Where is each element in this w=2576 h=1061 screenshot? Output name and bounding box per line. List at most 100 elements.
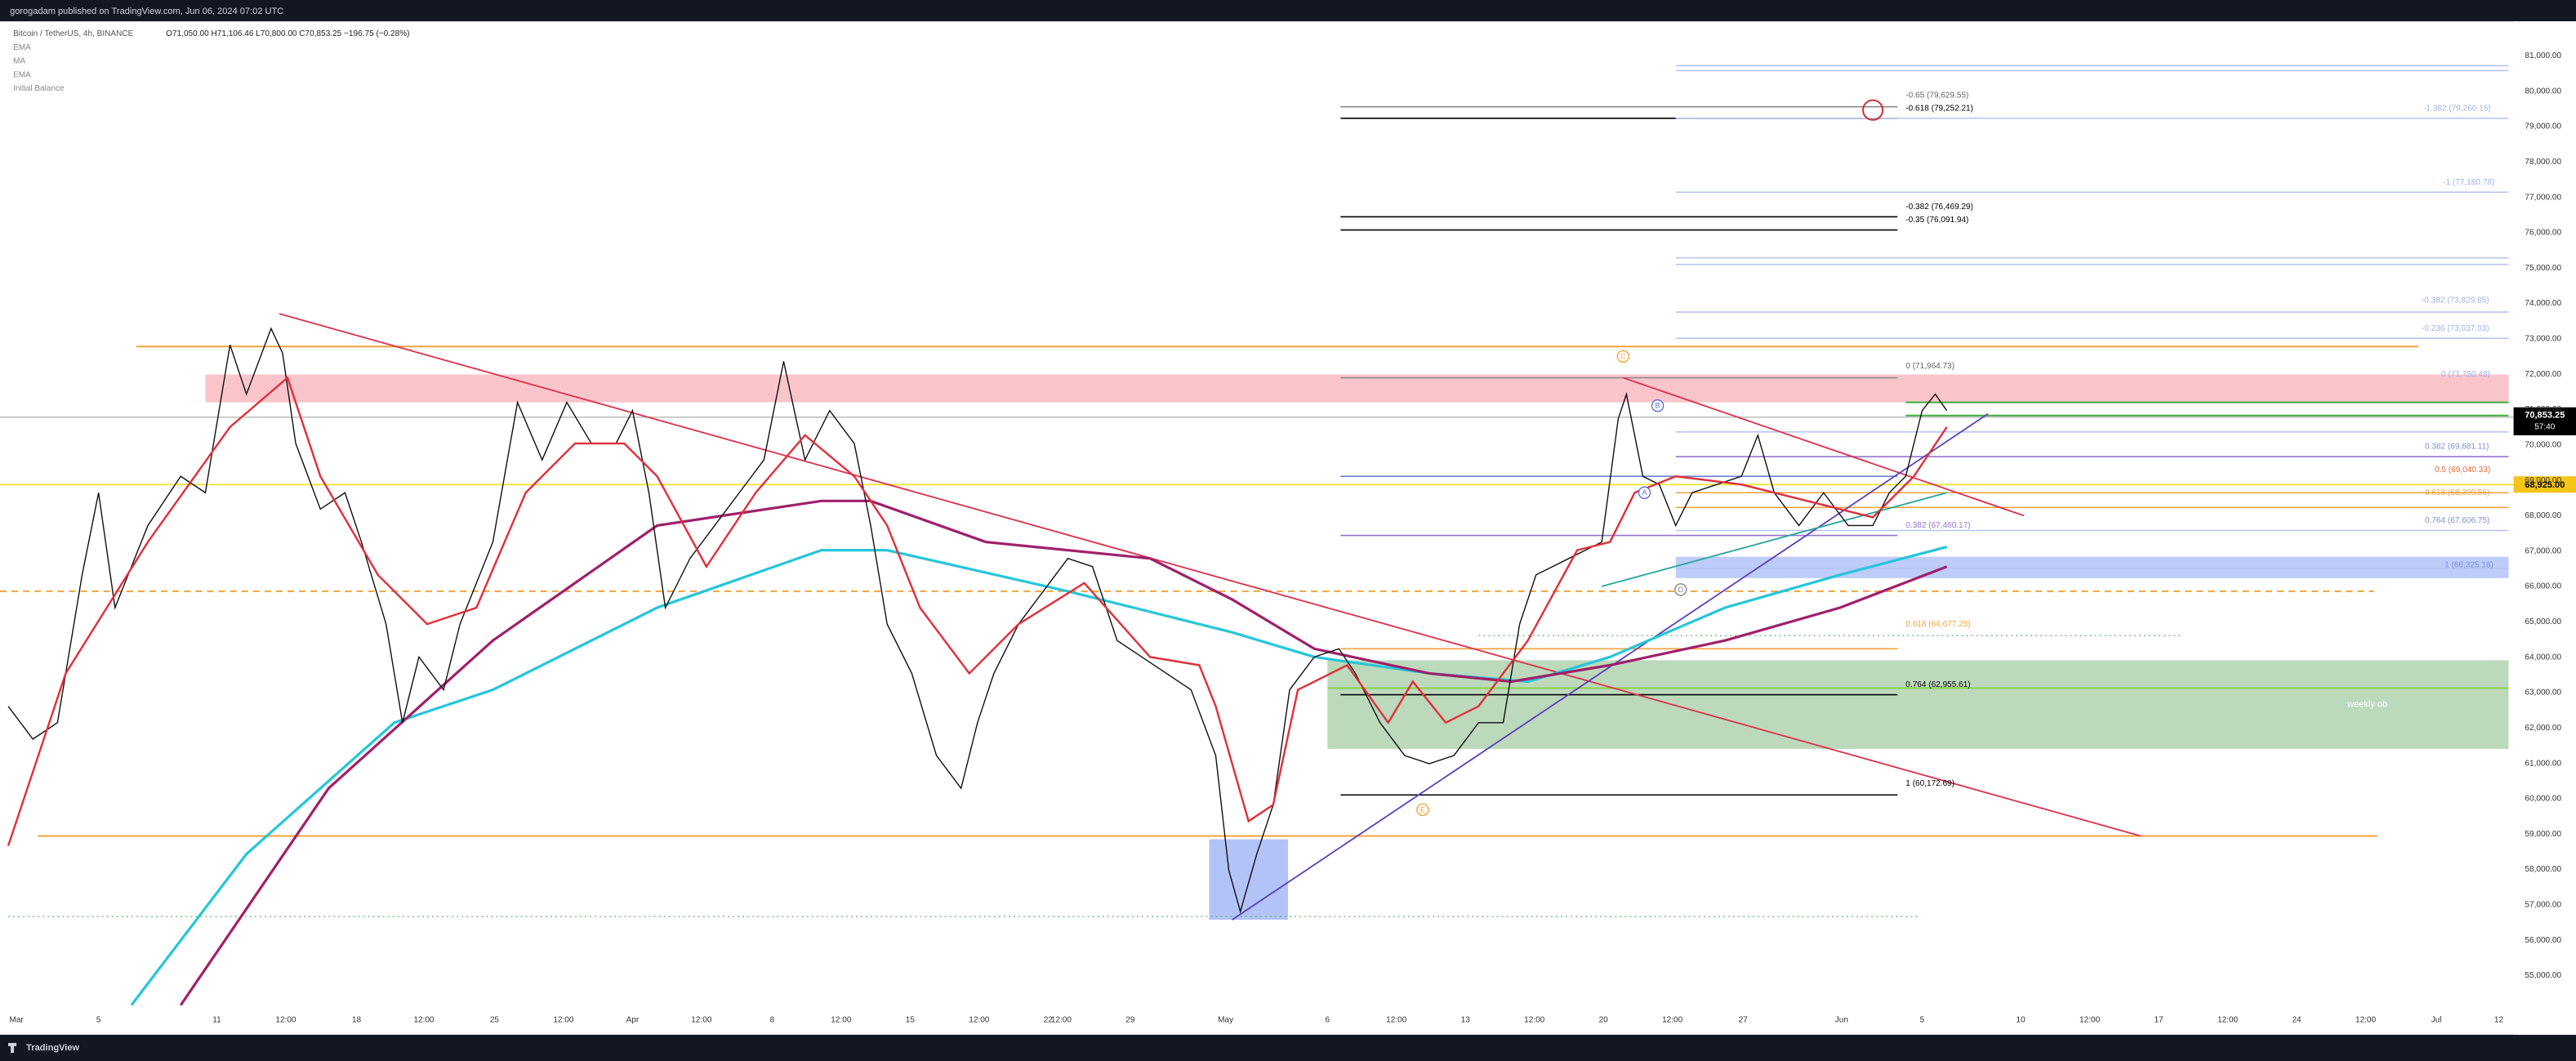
fib-left xyxy=(1340,105,1898,796)
price-tick-label: 71,000.00 xyxy=(2525,405,2561,414)
price-tick-label: 65,000.00 xyxy=(2525,617,2561,626)
trendline xyxy=(1623,377,2025,517)
time-tick-label: 18 xyxy=(352,1015,362,1024)
brand: TradingView xyxy=(26,1043,79,1053)
time-tick-label: 12:00 xyxy=(1051,1015,1072,1024)
publisher: gorogadam published on TradingView.com, … xyxy=(10,7,283,16)
fib-label: 0.618 (64,677.25) xyxy=(1905,620,1970,629)
time-tick-label: 11 xyxy=(212,1015,221,1024)
time-tick-label: 5 xyxy=(96,1015,101,1024)
price-tick-label: 57,000.00 xyxy=(2525,901,2561,910)
time-tick-label: 12:00 xyxy=(275,1015,296,1024)
fib-label: 0 (71,964.73) xyxy=(1905,362,1954,371)
time-tick-label: Jun xyxy=(1835,1015,1848,1024)
time-tick-label: 15 xyxy=(906,1015,916,1024)
price-tick-label: 78,000.00 xyxy=(2525,158,2561,167)
trendline xyxy=(1601,492,1947,587)
wave-label: C xyxy=(1620,352,1626,360)
wave-marker xyxy=(1416,803,1429,817)
wave-marker xyxy=(1616,350,1630,363)
price-tick-label: 61,000.00 xyxy=(2525,759,2561,768)
price-tick-label: 58,000.00 xyxy=(2525,865,2561,874)
time-tick-label: 13 xyxy=(1461,1015,1471,1024)
price-tick-label: 79,000.00 xyxy=(2525,123,2561,132)
fib-label: 0 (71,750.48) xyxy=(2441,370,2490,379)
target-circle xyxy=(1862,99,1884,121)
wave-label: B xyxy=(1656,402,1660,410)
fib-label: 0.764 (62,955.61) xyxy=(1905,680,1970,689)
legend-indicator: MA xyxy=(13,57,25,66)
fib-label: -0.382 (76,469.29) xyxy=(1905,203,1973,212)
time-tick-label: 12:00 xyxy=(2355,1015,2377,1024)
last-price: 70,853.25 xyxy=(2525,411,2565,421)
time-tick-label: 12:00 xyxy=(2079,1015,2101,1024)
wave-marker xyxy=(1638,486,1651,499)
fib-label: 0.5 (69,040.33) xyxy=(2435,466,2490,475)
fib-label: -0.65 (79,629.55) xyxy=(1905,91,1968,100)
ema-fast xyxy=(7,376,1948,846)
brand-logo xyxy=(8,1042,17,1053)
fib-label: -1 (77,180.78) xyxy=(2443,178,2494,187)
time-tick-label: Apr xyxy=(626,1015,640,1024)
price-tick-label: 59,000.00 xyxy=(2525,830,2561,839)
wave-label: E xyxy=(1420,805,1425,814)
ema-slow xyxy=(130,546,1948,1006)
wave-marker xyxy=(1651,399,1665,412)
time-tick-label: Jul xyxy=(2431,1015,2442,1024)
price-tick-label: 80,000.00 xyxy=(2525,87,2561,96)
last-price-badge xyxy=(2513,407,2576,435)
time-tick-label: 12:00 xyxy=(1386,1015,1407,1024)
fib-label: 1 (66,325.18) xyxy=(2445,560,2494,569)
weekly-ob-zone xyxy=(1327,660,2509,749)
legend-indicator: EMA xyxy=(13,43,31,52)
wave-marker xyxy=(1674,583,1687,596)
price-tick-label: 69,000.00 xyxy=(2525,476,2561,485)
time-tick-label: 22 xyxy=(1044,1015,1054,1024)
price-tick-label: 60,000.00 xyxy=(2525,795,2561,804)
time-tick-label: Mar xyxy=(9,1015,24,1024)
time-tick-label: 12:00 xyxy=(413,1015,435,1024)
time-tick-label: 24 xyxy=(2292,1015,2302,1024)
price-scale xyxy=(2513,21,2576,1035)
time-tick-label: 12:00 xyxy=(691,1015,712,1024)
trendline xyxy=(1232,412,1989,921)
time-tick-label: 25 xyxy=(490,1015,500,1024)
fib-label: 1 (60,172.69) xyxy=(1905,779,1954,788)
resistance-zone xyxy=(205,374,2509,403)
fib-label: 0.618 (68,399.56) xyxy=(2425,488,2489,497)
fib-label: -0.382 (73,829.85) xyxy=(2422,296,2489,305)
wave-label: A xyxy=(1642,488,1647,497)
price-tick-label: 73,000.00 xyxy=(2525,335,2561,344)
price-tick-label: 55,000.00 xyxy=(2525,971,2561,980)
price-tick-label: 75,000.00 xyxy=(2525,264,2561,273)
fib-label: -1.382 (79,260.15) xyxy=(2423,104,2491,113)
time-tick-label: 12:00 xyxy=(1662,1015,1683,1024)
time-tick-label: May xyxy=(1218,1015,1233,1024)
price-tick-label: 56,000.00 xyxy=(2525,936,2561,945)
price-tick-label: 68,000.00 xyxy=(2525,511,2561,520)
trendline xyxy=(279,313,2141,837)
time-tick-label: 12:00 xyxy=(553,1015,574,1024)
price-tick-label: 77,000.00 xyxy=(2525,193,2561,202)
fib-label: 0.764 (67,606.75) xyxy=(2425,516,2489,525)
fib-zone xyxy=(1675,556,2509,578)
time-tick-label: 12:00 xyxy=(2217,1015,2239,1024)
price-tick-label: 62,000.00 xyxy=(2525,724,2561,733)
price-tick-label: 76,000.00 xyxy=(2525,229,2561,238)
price-tick-label: 72,000.00 xyxy=(2525,370,2561,379)
time-tick-label: 12:00 xyxy=(1524,1015,1545,1024)
price-tick-label: 67,000.00 xyxy=(2525,546,2561,555)
time-tick-label: 17 xyxy=(2154,1015,2164,1024)
ma xyxy=(179,499,1948,1006)
time-tick-label: 27 xyxy=(1739,1015,1749,1024)
fib-label: -0.35 (76,091.94) xyxy=(1905,216,1968,225)
time-tick-label: 12 xyxy=(2494,1015,2504,1024)
time-tick-label: 10 xyxy=(2017,1015,2026,1024)
time-tick-label: 12:00 xyxy=(831,1015,852,1024)
time-tick-label: 8 xyxy=(770,1015,775,1024)
low-box xyxy=(1209,839,1288,921)
price-tick-label: 64,000.00 xyxy=(2525,653,2561,662)
zone-label: weekly ob xyxy=(2346,700,2387,710)
